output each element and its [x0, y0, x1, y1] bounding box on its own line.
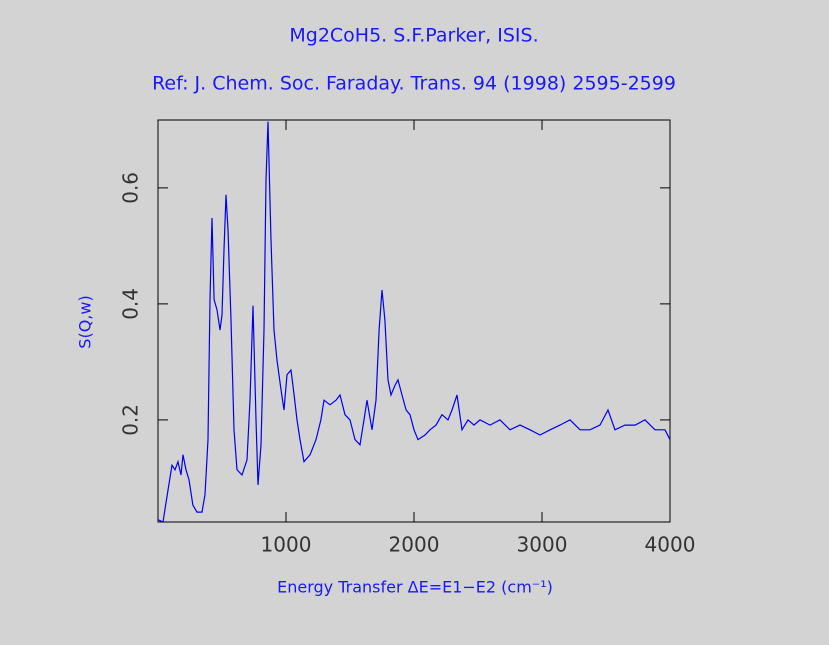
x-tick-label: 2000	[389, 533, 440, 557]
y-axis-label: S(Q,w)	[76, 295, 95, 348]
x-tick-label: 3000	[517, 533, 568, 557]
y-tick-label: 0.6	[119, 172, 143, 204]
x-tick-label: 4000	[645, 533, 696, 557]
chart-title: Mg2CoH5. S.F.Parker, ISIS.	[289, 25, 538, 47]
y-tick-label: 0.4	[119, 288, 143, 320]
x-axis-label: Energy Transfer ΔE=E1−E2 (cm⁻¹)	[277, 578, 553, 597]
spectrum-line	[158, 121, 670, 522]
y-tick-label: 0.2	[119, 404, 143, 436]
x-tick-label: 1000	[261, 533, 312, 557]
chart-subtitle: Ref: J. Chem. Soc. Faraday. Trans. 94 (1…	[152, 73, 676, 95]
